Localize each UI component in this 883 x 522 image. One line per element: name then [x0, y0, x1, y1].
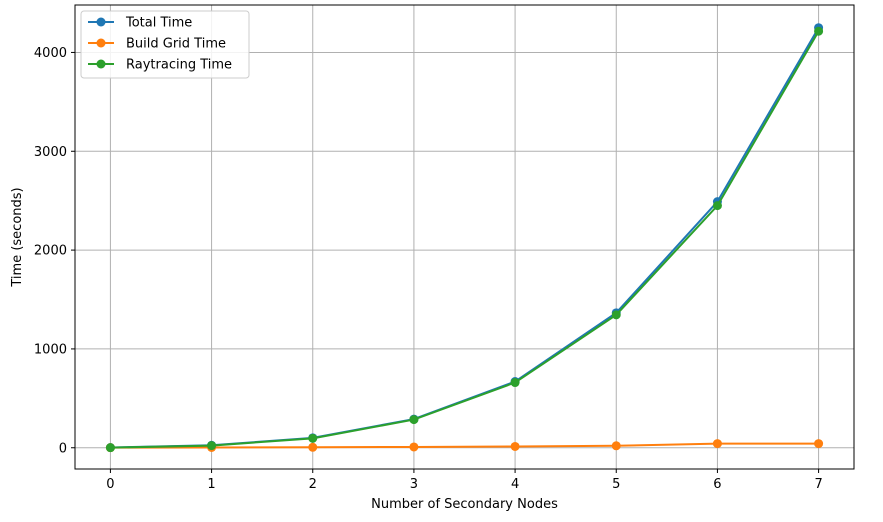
- x-tick-label: 3: [410, 477, 418, 492]
- y-tick-label: 3000: [34, 145, 67, 160]
- x-tick-label: 6: [713, 477, 721, 492]
- plot-frame: [74, 4, 855, 470]
- y-axis-label: Time (seconds): [10, 187, 25, 287]
- x-tick-label: 5: [612, 477, 620, 492]
- data-point-raytracing-time: [105, 443, 115, 453]
- data-point-build-grid-time: [611, 441, 621, 451]
- legend-label: Raytracing Time: [126, 58, 232, 73]
- y-tick-label: 4000: [34, 46, 67, 61]
- legend-marker: [96, 59, 106, 69]
- legend-box: [80, 10, 250, 79]
- series-line-total-time: [110, 27, 820, 449]
- series-layer: [105, 23, 824, 453]
- data-point-raytracing-time: [510, 378, 520, 388]
- data-point-build-grid-time: [510, 441, 520, 451]
- x-tick-label: 7: [814, 477, 822, 492]
- ticks: 0 1 2 3 4 5 6 7 0 1000 2000 3000 4000: [34, 46, 823, 492]
- grid-lines: [75, 5, 854, 469]
- data-point-raytracing-time: [712, 201, 722, 211]
- y-tick-label: 2000: [34, 244, 67, 259]
- x-tick-label: 0: [106, 477, 114, 492]
- legend-label: Build Grid Time: [126, 37, 226, 52]
- data-point-raytracing-time: [207, 441, 217, 451]
- data-point-build-grid-time: [814, 439, 824, 449]
- y-tick-label: 1000: [34, 342, 67, 357]
- legend-marker: [96, 17, 106, 27]
- data-point-build-grid-time: [409, 442, 419, 452]
- y-tick-label: 0: [59, 441, 67, 456]
- x-tick-label: 2: [309, 477, 317, 492]
- x-axis-label: Number of Secondary Nodes: [371, 497, 558, 512]
- data-point-raytracing-time: [308, 433, 318, 443]
- x-tick-label: 1: [207, 477, 215, 492]
- data-point-build-grid-time: [712, 439, 722, 449]
- legend-marker: [96, 38, 106, 48]
- series-line-build-grid-time: [110, 442, 819, 449]
- data-point-build-grid-time: [308, 442, 318, 452]
- legend: Total Time Build Grid Time Raytracing Time: [80, 10, 250, 79]
- series-line-raytracing-time: [110, 30, 820, 449]
- data-point-raytracing-time: [814, 26, 824, 36]
- legend-label: Total Time: [125, 16, 192, 31]
- data-point-raytracing-time: [611, 310, 621, 320]
- data-point-raytracing-time: [409, 415, 419, 425]
- x-tick-label: 4: [511, 477, 519, 492]
